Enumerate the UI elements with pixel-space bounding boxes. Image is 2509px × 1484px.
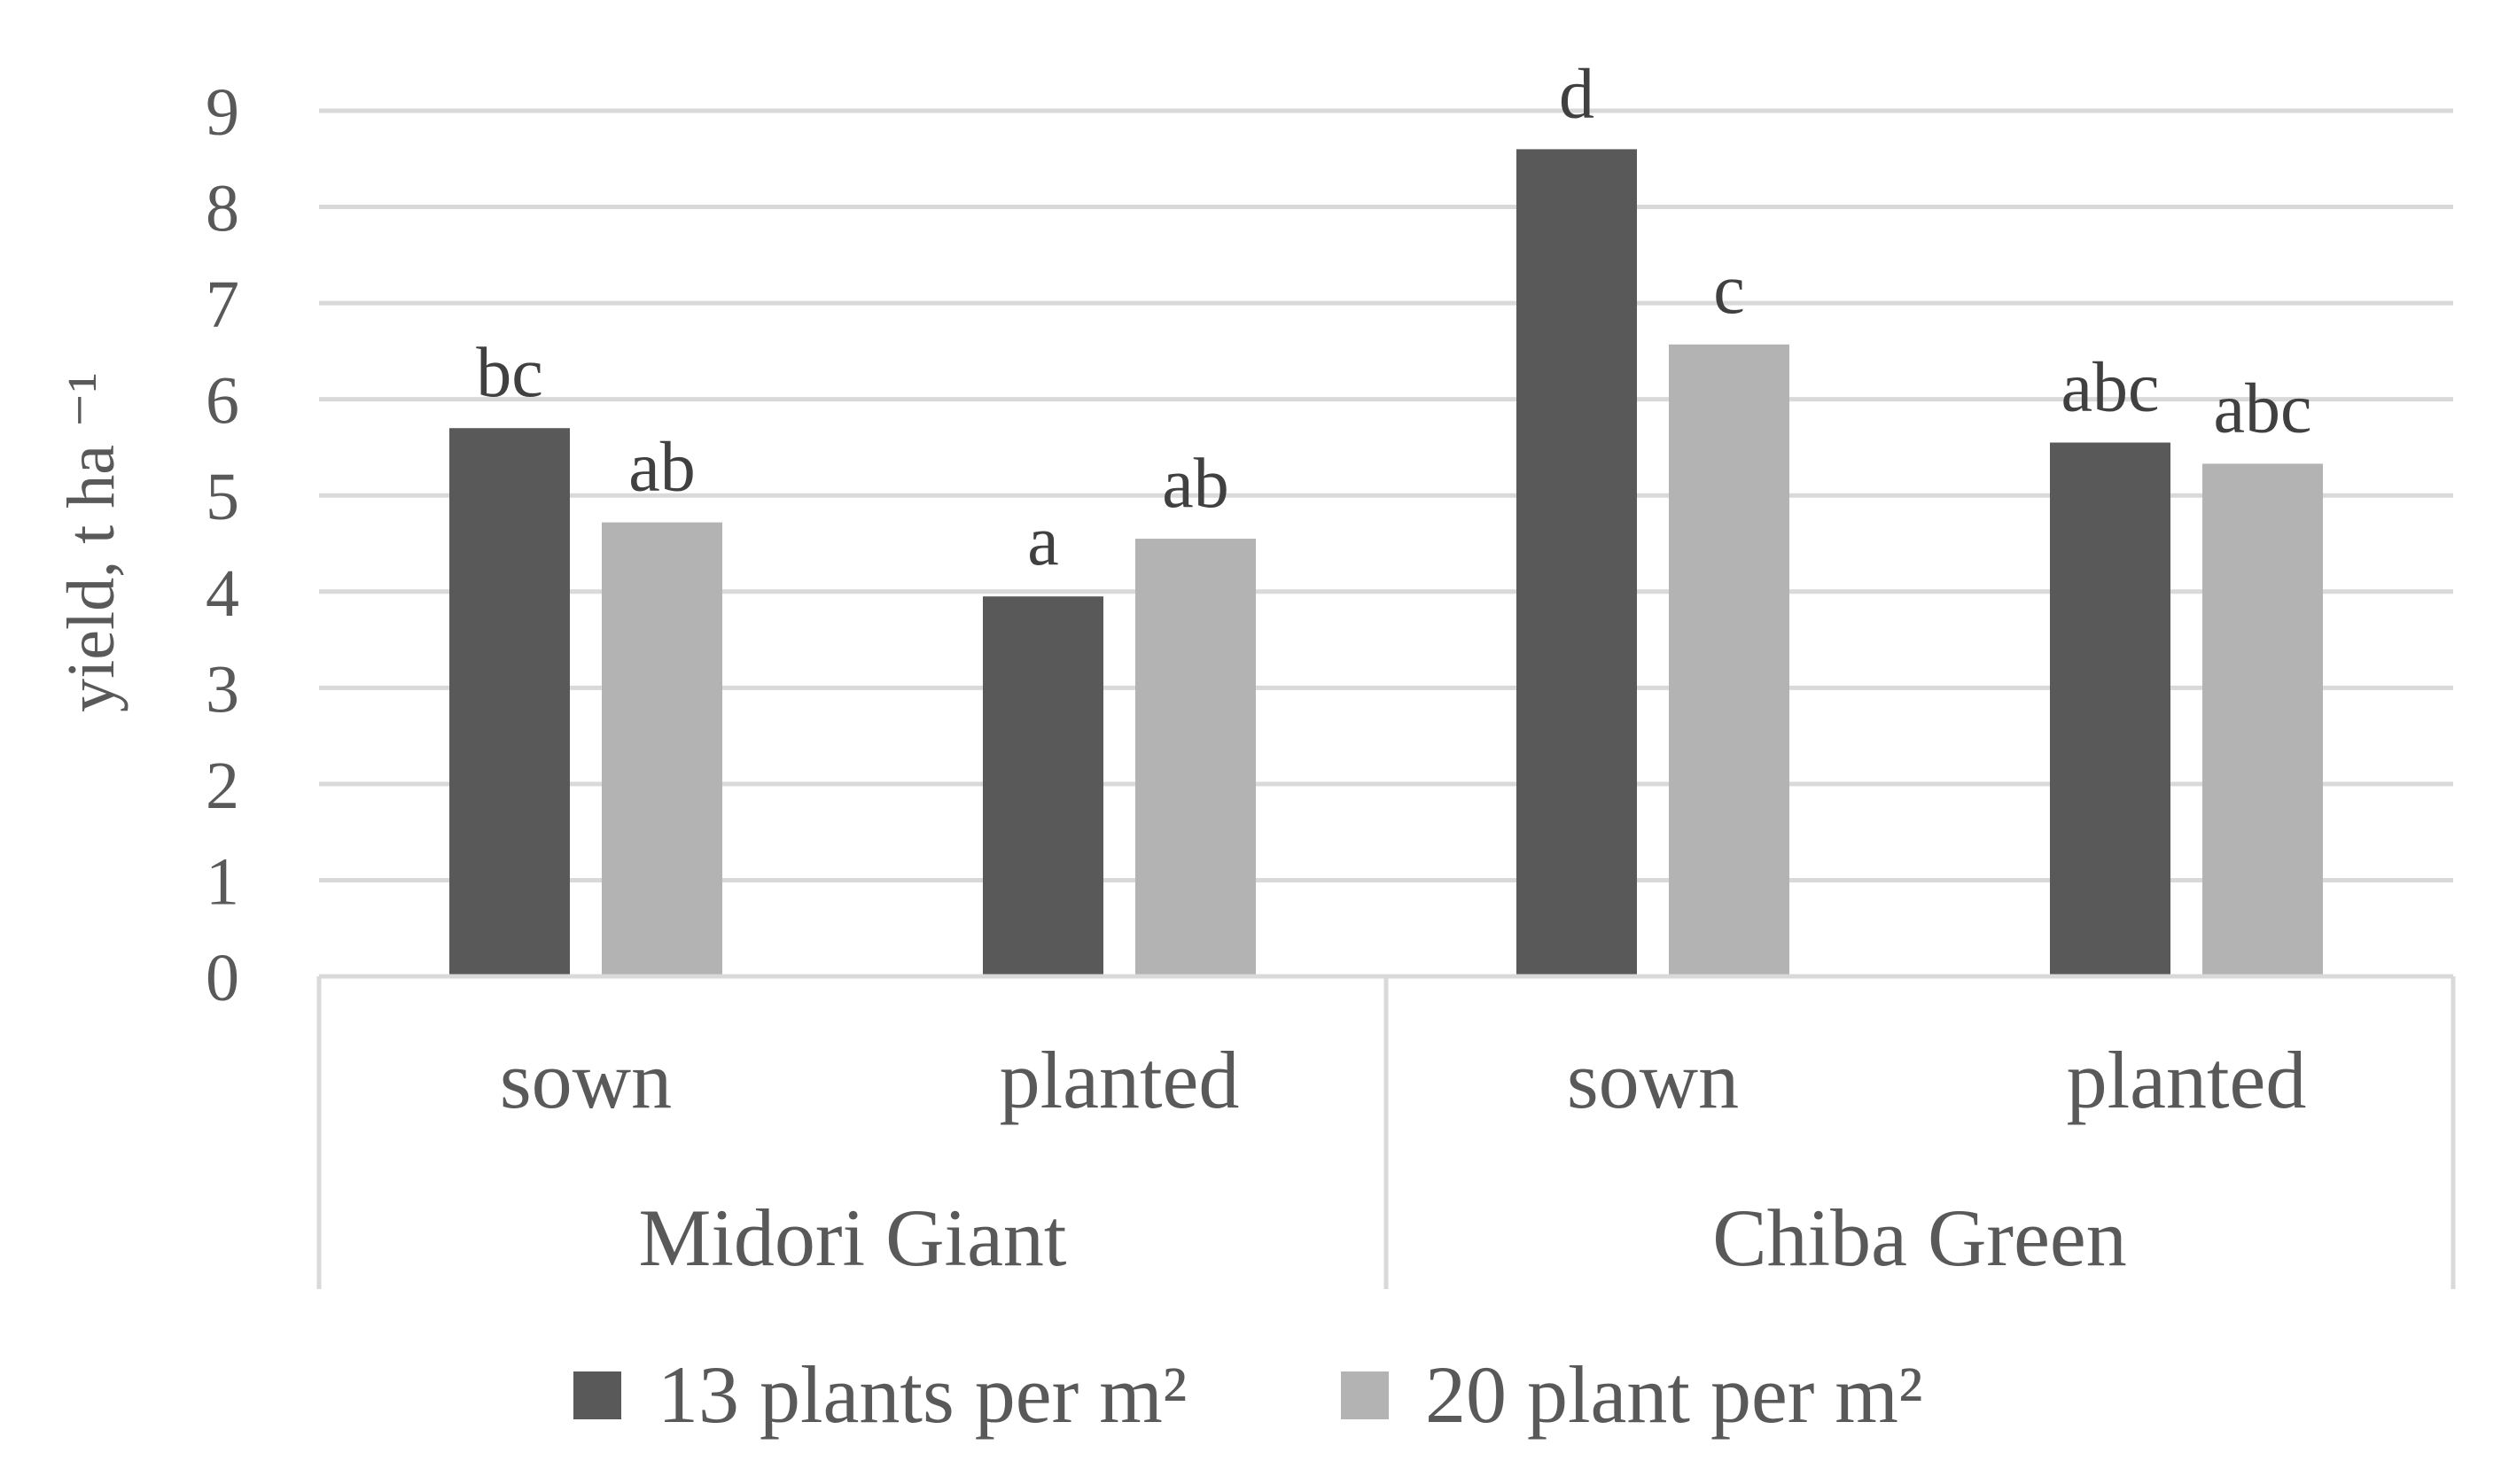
bar-significance-label: bc [476,334,543,412]
y-tick-label: 9 [206,75,239,150]
bar [1516,149,1637,976]
bar-significance-label: abc [2061,349,2159,427]
bars [449,149,2323,976]
significance-labels: bc ab a ab d c abc abc [476,55,2311,580]
y-tick-label: 8 [206,172,239,246]
x-category-label: sown [500,1035,672,1125]
y-tick-label: 3 [206,652,239,726]
bar-significance-label: ab [628,429,696,507]
x-group-label: Chiba Green [1712,1193,2127,1283]
x-category-label: planted [2067,1035,2307,1125]
bar-significance-label: c [1713,251,1745,329]
legend-label: 20 plant per m² [1425,1349,1923,1440]
y-tick-label: 1 [206,844,239,919]
y-tick-label: 6 [206,364,239,439]
legend: 13 plants per m² 20 plant per m² [573,1349,1923,1440]
bar [449,428,570,976]
legend-label: 13 plants per m² [658,1349,1187,1440]
x-category-label: sown [1567,1035,1739,1125]
y-tick-label: 7 [206,268,239,342]
bar-significance-label: ab [1162,445,1229,523]
bar [2202,463,2323,976]
bar-significance-label: abc [2213,369,2311,447]
legend-swatch [573,1371,621,1419]
x-category-label: planted [1000,1035,1240,1125]
bar [1669,344,1789,976]
y-tick-label: 0 [206,941,239,1015]
bar-significance-label: d [1559,55,1594,133]
legend-swatch [1341,1371,1389,1419]
bar [602,522,722,976]
y-tick-label: 2 [206,749,239,823]
x-axis: sown planted sown planted Midori Giant Chiba … [316,974,2456,1289]
y-tick-label: 4 [206,556,239,631]
bar [983,596,1103,976]
bar-significance-label: a [1027,502,1059,580]
bar [1135,539,1256,976]
y-axis-ticks: 0 1 2 3 4 5 6 7 8 9 [206,75,239,1015]
x-group-label: Midori Giant [639,1193,1067,1283]
y-tick-label: 5 [206,460,239,534]
bar [2050,442,2170,976]
y-axis-title: yield, t ha ⁻¹ [54,372,129,712]
